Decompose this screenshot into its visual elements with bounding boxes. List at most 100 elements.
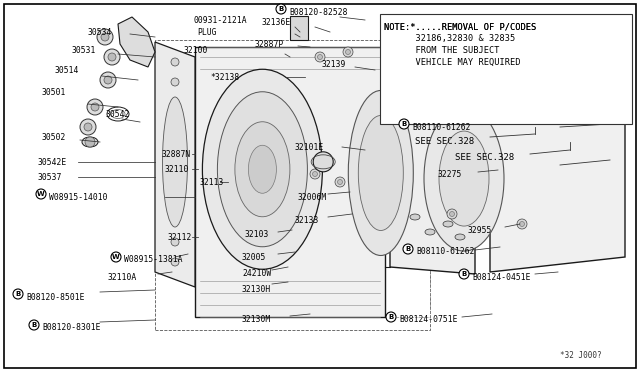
Text: 30514: 30514 — [55, 65, 79, 74]
Text: B08110-61262: B08110-61262 — [416, 247, 474, 257]
Text: 30537: 30537 — [38, 173, 62, 182]
Ellipse shape — [235, 122, 290, 217]
Text: *32 J000?: *32 J000? — [560, 351, 602, 360]
Text: 32133: 32133 — [295, 215, 319, 224]
Circle shape — [171, 58, 179, 66]
Text: 24210W: 24210W — [242, 269, 271, 279]
Text: SEE SEC.328: SEE SEC.328 — [415, 137, 474, 146]
Circle shape — [403, 244, 413, 254]
Circle shape — [445, 22, 455, 32]
Text: W: W — [37, 191, 45, 197]
Ellipse shape — [358, 115, 403, 231]
Text: 32112: 32112 — [168, 232, 193, 241]
Text: B: B — [405, 246, 411, 252]
Text: 32130H: 32130H — [242, 285, 271, 295]
Circle shape — [104, 49, 120, 65]
Text: 30542E: 30542E — [38, 157, 67, 167]
Circle shape — [36, 189, 46, 199]
Ellipse shape — [163, 97, 188, 227]
Circle shape — [171, 238, 179, 246]
Circle shape — [29, 320, 39, 330]
Circle shape — [104, 76, 112, 84]
Text: SEE SEC.328: SEE SEC.328 — [455, 153, 514, 162]
Circle shape — [312, 171, 317, 176]
Text: 32887N: 32887N — [162, 150, 191, 158]
Circle shape — [346, 49, 351, 55]
Text: B08120-8301E: B08120-8301E — [42, 324, 100, 333]
Circle shape — [386, 312, 396, 322]
Ellipse shape — [348, 90, 413, 256]
Ellipse shape — [439, 131, 489, 226]
Polygon shape — [390, 57, 475, 274]
Text: NOTE:*.....REMOVAL OF P/CODES: NOTE:*.....REMOVAL OF P/CODES — [384, 22, 536, 31]
Text: 32110: 32110 — [165, 164, 189, 173]
Text: B08124-0451E: B08124-0451E — [472, 273, 531, 282]
Bar — [380, 14, 632, 124]
Polygon shape — [155, 42, 195, 287]
Polygon shape — [118, 17, 155, 67]
Ellipse shape — [202, 69, 323, 269]
Text: 32006M: 32006M — [298, 192, 327, 202]
Text: 32100: 32100 — [184, 45, 209, 55]
Circle shape — [111, 252, 121, 262]
Text: W08915-1381A: W08915-1381A — [124, 256, 182, 264]
Text: B: B — [388, 314, 394, 320]
Text: B: B — [278, 6, 284, 12]
Text: FROM THE SUBJECT: FROM THE SUBJECT — [384, 46, 499, 55]
Text: 32113: 32113 — [200, 177, 225, 186]
Bar — [195, 47, 385, 317]
Circle shape — [100, 72, 116, 88]
Circle shape — [276, 4, 286, 14]
Text: 00931-2121A: 00931-2121A — [194, 16, 248, 25]
Ellipse shape — [410, 214, 420, 220]
Circle shape — [517, 219, 527, 229]
Text: 32139: 32139 — [322, 60, 346, 68]
Text: 32887P: 32887P — [255, 39, 284, 48]
Circle shape — [171, 78, 179, 86]
Circle shape — [459, 269, 469, 279]
Text: 32101E: 32101E — [295, 142, 324, 151]
Circle shape — [335, 177, 345, 187]
Text: 32275: 32275 — [438, 170, 462, 179]
Text: NOTE:*.....REMOVAL OF P/CODES: NOTE:*.....REMOVAL OF P/CODES — [384, 22, 536, 31]
Text: B08110-61262: B08110-61262 — [412, 122, 470, 131]
Ellipse shape — [425, 229, 435, 235]
Text: 32005: 32005 — [242, 253, 266, 262]
Text: B: B — [461, 271, 467, 277]
Circle shape — [13, 289, 23, 299]
Circle shape — [80, 119, 96, 135]
Circle shape — [91, 103, 99, 111]
Circle shape — [449, 212, 454, 217]
Text: 30531: 30531 — [72, 45, 97, 55]
Circle shape — [313, 152, 333, 172]
Circle shape — [337, 180, 342, 185]
Text: B: B — [31, 322, 36, 328]
Text: B08120-8501E: B08120-8501E — [26, 292, 84, 301]
Ellipse shape — [443, 221, 453, 227]
Text: 30542: 30542 — [106, 109, 131, 119]
Circle shape — [97, 29, 113, 45]
Ellipse shape — [82, 137, 98, 147]
Circle shape — [315, 52, 325, 62]
Polygon shape — [490, 64, 625, 272]
Text: 32130M: 32130M — [242, 315, 271, 324]
Circle shape — [520, 221, 525, 227]
Circle shape — [84, 123, 92, 131]
Bar — [490, 17, 625, 82]
Bar — [290, 16, 308, 40]
Circle shape — [399, 119, 409, 129]
Text: 32955: 32955 — [468, 225, 492, 234]
Text: PLUG: PLUG — [197, 28, 216, 36]
Circle shape — [85, 137, 95, 147]
Circle shape — [447, 209, 457, 219]
Circle shape — [343, 47, 353, 57]
Circle shape — [101, 33, 109, 41]
Text: B: B — [401, 121, 406, 127]
Bar — [155, 40, 430, 330]
Circle shape — [518, 45, 522, 49]
Circle shape — [171, 258, 179, 266]
Text: W: W — [112, 254, 120, 260]
Text: VEHICLE MAY REQUIRED: VEHICLE MAY REQUIRED — [384, 58, 520, 67]
Text: 32136E: 32136E — [262, 17, 291, 26]
Text: B08120-82528: B08120-82528 — [289, 7, 348, 16]
